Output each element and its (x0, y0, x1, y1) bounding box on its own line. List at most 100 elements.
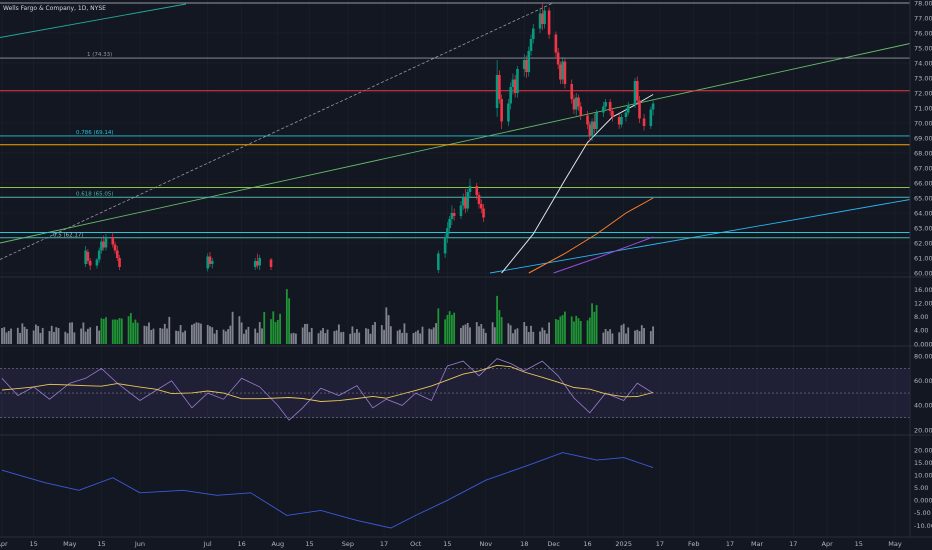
volume-bar (145, 326, 148, 344)
candle-body (113, 244, 117, 251)
volume-bar (604, 329, 607, 344)
volume-bar (290, 333, 293, 344)
price-tick-label: 78.00 (914, 0, 932, 7)
volume-bar (7, 330, 10, 344)
candle-body (527, 51, 531, 72)
volume-bar (460, 327, 462, 344)
volume-bar (636, 329, 639, 344)
volume-bar (421, 326, 424, 344)
volume-bar (35, 324, 37, 344)
fib-label: 0.786 (69.14) (76, 130, 114, 136)
candle-body (649, 109, 653, 126)
volume-bar (446, 314, 449, 344)
volume-bar (618, 332, 621, 344)
volume-bar (340, 332, 343, 344)
volume-bar (247, 326, 250, 344)
volume-bar (5, 332, 8, 344)
x-tick-label: Dec (547, 540, 560, 548)
volume-bar (89, 327, 92, 344)
volume-bar (545, 333, 548, 344)
volume-bar (591, 303, 593, 344)
volume-bar (181, 332, 184, 344)
volume-bar (573, 321, 575, 344)
volume-bar (466, 322, 469, 344)
price-tick-label: 65.00 (914, 194, 932, 202)
candle-body (482, 208, 485, 218)
candle-body (559, 64, 562, 80)
volume-bar (243, 333, 245, 344)
volume-bar (319, 330, 322, 344)
volume-tick-label: 0.0000 (914, 340, 932, 348)
x-tick-label: 15 (855, 540, 863, 548)
volume-bar (256, 332, 259, 344)
volume-bar (525, 326, 528, 344)
volume-bar (649, 331, 652, 344)
volume-bar (349, 333, 352, 344)
x-tick-label: Apr (822, 540, 834, 548)
volume-bar (444, 319, 447, 344)
candle-body (511, 79, 515, 87)
price-drawings: 1 (74.33) 0.786 (69.14) 0.618 (65.05) 0.5 (… (0, 2, 911, 274)
volume-bar (66, 333, 69, 344)
candle-body (633, 81, 637, 105)
candle-body (253, 261, 257, 267)
candle-body (448, 219, 451, 228)
candle-body (586, 115, 589, 125)
fib-label: 0.5 (62.17) (53, 233, 84, 239)
x-tick-label: 17 (656, 540, 664, 548)
candle-body (651, 103, 655, 110)
volume-bar (197, 322, 200, 344)
candle-body (208, 256, 212, 264)
oscillator-tick-label: 20.00 (914, 446, 932, 454)
x-tick-label: May (888, 540, 902, 548)
x-tick-label: May (63, 540, 77, 548)
volume-bar (23, 326, 26, 344)
price-tick-label: 71.00 (914, 104, 932, 112)
volume-bar (342, 331, 345, 344)
volume-bar (396, 330, 399, 344)
candle-body (500, 99, 503, 122)
candle-body (556, 52, 560, 65)
volume-bar (274, 322, 277, 344)
candle-body (450, 213, 454, 219)
panel-separators (0, 0, 932, 538)
volume-bar (496, 295, 499, 344)
volume-bar (50, 325, 53, 344)
candle-body (509, 87, 512, 104)
candle-body (468, 186, 472, 192)
volume-bar (365, 328, 367, 344)
volume-bar (263, 312, 266, 344)
candle-body (642, 118, 646, 126)
volume-bar (41, 327, 44, 344)
price-candles (84, 3, 655, 273)
volume-bar (432, 327, 435, 344)
volume-bar (405, 332, 408, 344)
trendline-green (0, 43, 911, 244)
candle-body (572, 99, 576, 110)
volume-bar (326, 329, 329, 344)
volume-bar (294, 333, 297, 344)
volume-bar (64, 331, 67, 344)
volume-bar (84, 331, 87, 344)
candle-body (507, 103, 510, 122)
candle-body (466, 192, 470, 209)
volume-bar (478, 326, 480, 344)
volume-bar (437, 308, 440, 344)
candle-body (88, 261, 92, 266)
candle-body (437, 253, 440, 270)
chart-title: Wells Fargo & Company, 1D, NYSE (3, 5, 106, 12)
volume-bar (611, 333, 614, 344)
oscillator-tick-label: -10.00 (914, 522, 932, 530)
trendline-teal-upper (0, 3, 187, 38)
volume-bar (200, 323, 202, 344)
volume-bar (543, 330, 546, 344)
x-tick-label: Oct (410, 540, 422, 548)
fib-label: 1 (74.33) (87, 52, 112, 58)
volume-bar (73, 332, 76, 344)
price-tick-label: 72.00 (914, 89, 932, 97)
volume-bar (19, 332, 21, 344)
candle-body (611, 111, 614, 117)
price-tick-label: 75.00 (914, 44, 932, 52)
candle-body (538, 13, 542, 29)
